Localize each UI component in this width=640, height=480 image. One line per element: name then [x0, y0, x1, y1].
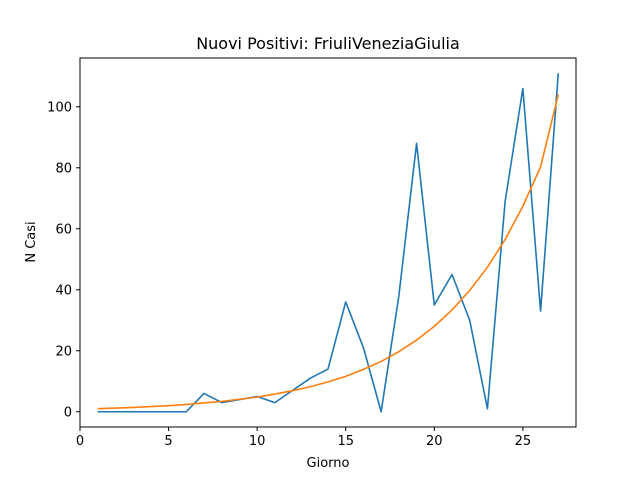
y-tick-label: 40	[55, 283, 72, 298]
series-1-line	[97, 94, 560, 410]
x-axis: 0 5 10 15 20 25	[76, 427, 531, 449]
x-tick-label: 20	[426, 434, 443, 449]
x-tick-label: 10	[249, 434, 266, 449]
x-tick-label: 5	[164, 434, 172, 449]
x-axis-label: Giorno	[307, 456, 350, 471]
chart-title: Nuovi Positivi: FriuliVeneziaGiulia	[196, 34, 460, 53]
y-axis: 0 20 40 60 80 100	[47, 100, 80, 420]
y-tick-label: 60	[55, 222, 72, 237]
y-tick-label: 100	[47, 100, 72, 115]
plot-area	[97, 73, 560, 413]
x-tick-label: 0	[76, 434, 84, 449]
series-0-line	[97, 73, 560, 413]
x-tick-label: 25	[515, 434, 532, 449]
y-tick-label: 0	[64, 405, 72, 420]
x-tick-label: 15	[337, 434, 354, 449]
plot-frame	[79, 57, 577, 428]
y-axis-label: N Casi	[24, 221, 39, 262]
y-tick-label: 20	[55, 344, 72, 359]
y-tick-label: 80	[55, 161, 72, 176]
